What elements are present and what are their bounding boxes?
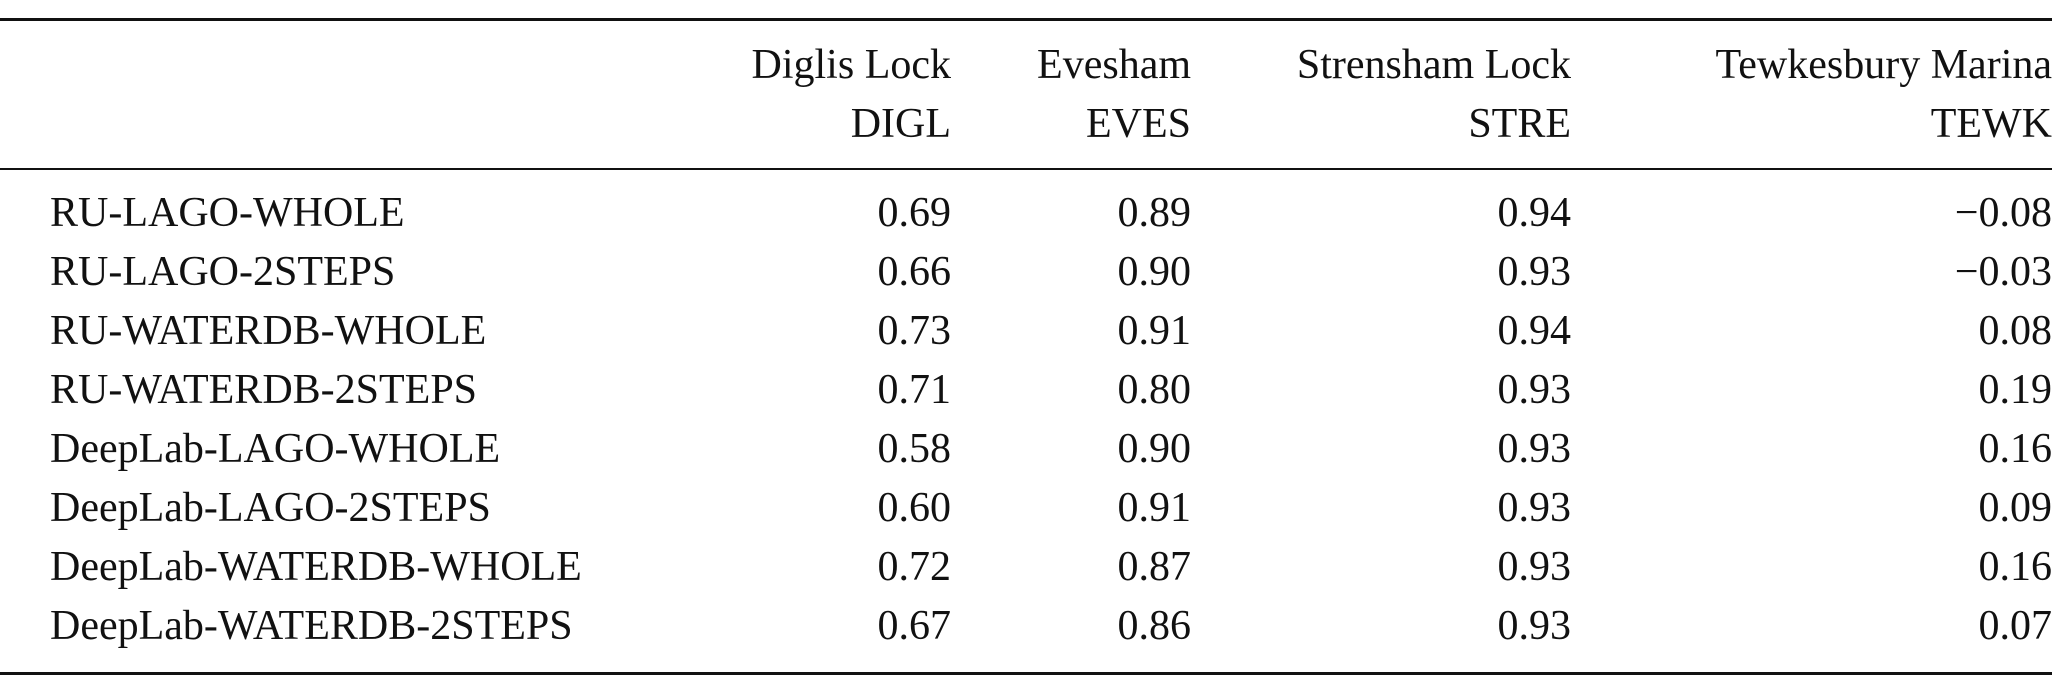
header-row: Diglis Lock DIGL Evesham EVES Strensham … [0, 18, 2052, 154]
value-cell-stre: 0.94 [1497, 190, 1572, 236]
value-cell-digl: 0.73 [877, 308, 952, 354]
table-row: RU-WATERDB-WHOLE 0.73 0.91 0.94 0.08 [0, 302, 2052, 361]
value-cell-eves: 0.86 [1117, 603, 1192, 649]
value-cell-eves: 0.90 [1117, 249, 1192, 295]
value-cell-tewk: 0.09 [1978, 485, 2053, 531]
method-cell: DeepLab-LAGO-2STEPS [50, 485, 491, 531]
value-cell-tewk: 0.16 [1978, 426, 2053, 472]
value-cell-digl: 0.71 [877, 367, 952, 413]
results-table: Diglis Lock DIGL Evesham EVES Strensham … [0, 18, 2052, 656]
column-header-name: Evesham [1037, 42, 1191, 88]
method-cell: RU-LAGO-WHOLE [50, 190, 405, 236]
column-header-stre: Strensham Lock STRE [1191, 18, 1571, 154]
value-cell-eves: 0.91 [1117, 308, 1192, 354]
value-cell-digl: 0.58 [877, 426, 952, 472]
method-cell: RU-WATERDB-WHOLE [50, 308, 487, 354]
table-row: DeepLab-WATERDB-WHOLE 0.72 0.87 0.93 0.1… [0, 538, 2052, 597]
value-cell-stre: 0.93 [1497, 603, 1572, 649]
value-cell-stre: 0.93 [1497, 485, 1572, 531]
column-header-eves: Evesham EVES [951, 18, 1191, 154]
method-cell: DeepLab-LAGO-WHOLE [50, 426, 501, 472]
column-header-code: DIGL [850, 101, 951, 147]
column-header-code: TEWK [1930, 101, 2052, 147]
value-cell-tewk: 0.19 [1978, 367, 2053, 413]
table-row: RU-LAGO-2STEPS 0.66 0.90 0.93 −0.03 [0, 243, 2052, 302]
table-row: DeepLab-LAGO-WHOLE 0.58 0.90 0.93 0.16 [0, 420, 2052, 479]
value-cell-digl: 0.69 [877, 190, 952, 236]
value-cell-digl: 0.72 [877, 544, 952, 590]
column-header-digl: Diglis Lock DIGL [719, 18, 951, 154]
value-cell-digl: 0.60 [877, 485, 952, 531]
value-cell-tewk: 0.08 [1978, 308, 2053, 354]
value-cell-stre: 0.93 [1497, 367, 1572, 413]
table-row: DeepLab-LAGO-2STEPS 0.60 0.91 0.93 0.09 [0, 479, 2052, 538]
value-cell-eves: 0.90 [1117, 426, 1192, 472]
value-cell-eves: 0.91 [1117, 485, 1192, 531]
bottom-rule [0, 672, 2052, 675]
value-cell-tewk: 0.16 [1978, 544, 2053, 590]
value-cell-eves: 0.89 [1117, 190, 1192, 236]
value-cell-eves: 0.80 [1117, 367, 1192, 413]
column-header-name: Diglis Lock [751, 42, 951, 88]
value-cell-tewk: −0.08 [1954, 190, 2052, 236]
table-row: RU-WATERDB-2STEPS 0.71 0.80 0.93 0.19 [0, 361, 2052, 420]
value-cell-stre: 0.93 [1497, 426, 1572, 472]
table-row: RU-LAGO-WHOLE 0.69 0.89 0.94 −0.08 [0, 154, 2052, 243]
value-cell-digl: 0.66 [877, 249, 952, 295]
value-cell-eves: 0.87 [1117, 544, 1192, 590]
value-cell-tewk: −0.03 [1954, 249, 2052, 295]
column-header-tewk: Tewkesbury Marina TEWK [1571, 18, 2052, 154]
value-cell-tewk: 0.07 [1978, 603, 2053, 649]
column-header-name: Tewkesbury Marina [1715, 42, 2052, 88]
value-cell-digl: 0.67 [877, 603, 952, 649]
column-header-code: EVES [1086, 101, 1191, 147]
method-column-header [0, 18, 719, 154]
method-cell: RU-LAGO-2STEPS [50, 249, 396, 295]
value-cell-stre: 0.93 [1497, 249, 1572, 295]
method-cell: RU-WATERDB-2STEPS [50, 367, 478, 413]
header-rule [0, 168, 2052, 170]
value-cell-stre: 0.94 [1497, 308, 1572, 354]
table-row: DeepLab-WATERDB-2STEPS 0.67 0.86 0.93 0.… [0, 597, 2052, 656]
method-cell: DeepLab-WATERDB-WHOLE [50, 544, 582, 590]
column-header-code: STRE [1468, 101, 1571, 147]
top-rule [0, 18, 2052, 21]
value-cell-stre: 0.93 [1497, 544, 1572, 590]
method-cell: DeepLab-WATERDB-2STEPS [50, 603, 573, 649]
column-header-name: Strensham Lock [1296, 42, 1571, 88]
